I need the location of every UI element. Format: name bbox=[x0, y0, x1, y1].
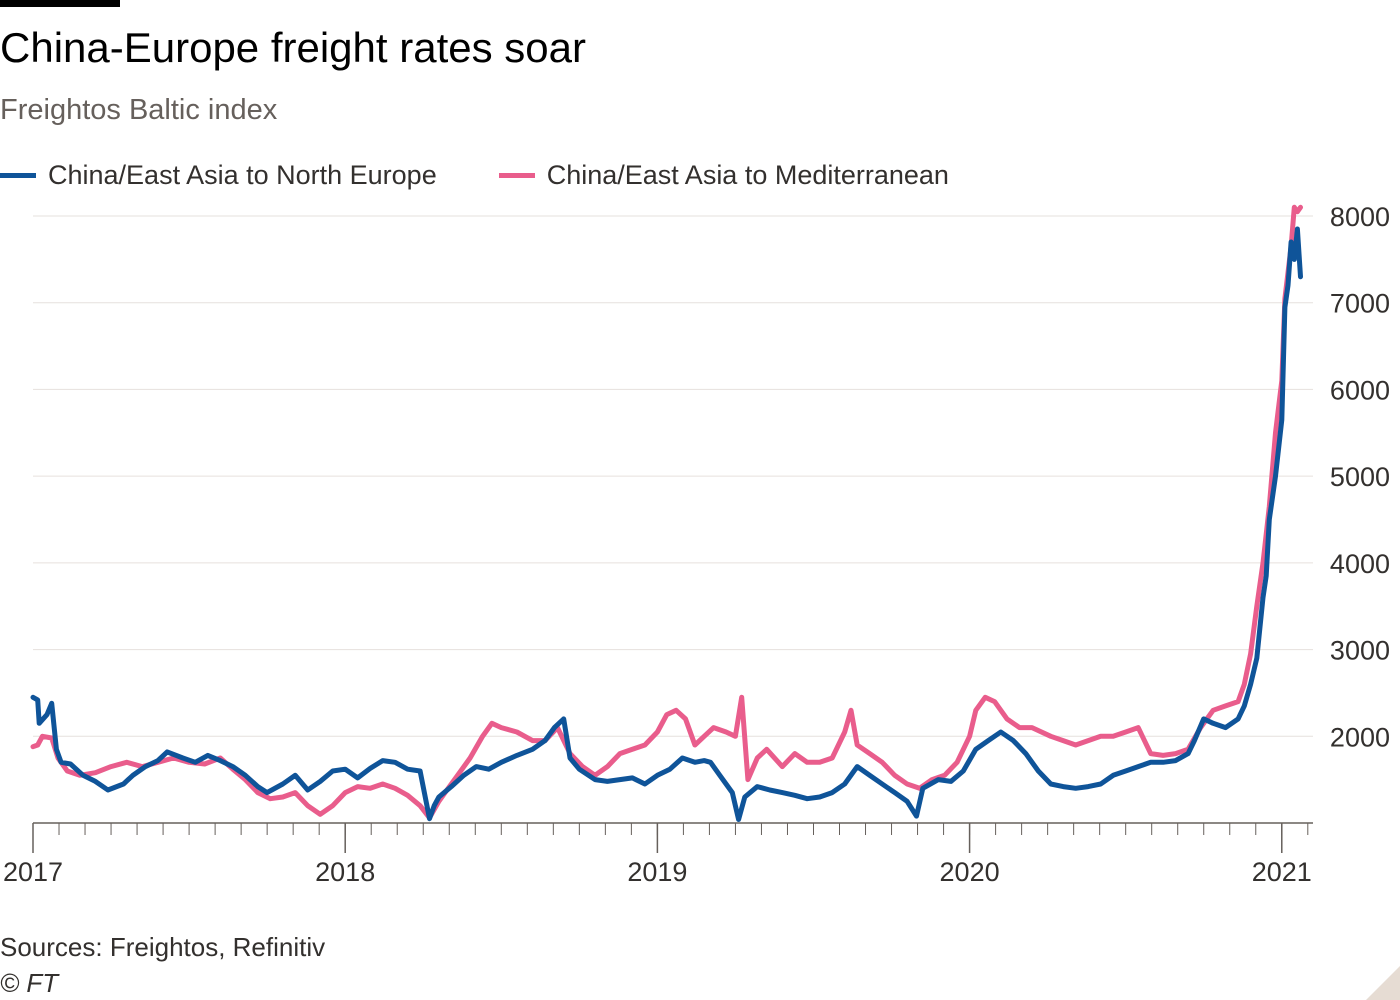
y-tick-label-5000: 5000 bbox=[1330, 462, 1390, 492]
source-note: Sources: Freightos, Refinitiv bbox=[0, 932, 326, 962]
y-tick-label-8000: 8000 bbox=[1330, 202, 1390, 232]
copyright-credit: © FT bbox=[0, 968, 59, 998]
x-tick-label-2020: 2020 bbox=[940, 857, 1000, 887]
ft-top-bar bbox=[0, 0, 120, 7]
legend-swatch-north-europe bbox=[0, 172, 36, 178]
legend-item-north-europe: China/East Asia to North Europe bbox=[0, 160, 437, 191]
legend: China/East Asia to North Europe China/Ea… bbox=[0, 158, 1011, 192]
legend-label-north-europe: China/East Asia to North Europe bbox=[48, 159, 437, 190]
chart-subtitle: Freightos Baltic index bbox=[0, 94, 278, 126]
legend-label-mediterranean: China/East Asia to Mediterranean bbox=[546, 159, 949, 190]
x-tick-label-2019: 2019 bbox=[627, 857, 687, 887]
x-tick-label-2017: 2017 bbox=[3, 857, 63, 887]
y-tick-label-7000: 7000 bbox=[1330, 289, 1390, 319]
series-line-mediterranean bbox=[30, 204, 1303, 821]
corner-fold bbox=[1366, 966, 1400, 1000]
y-tick-label-3000: 3000 bbox=[1330, 636, 1390, 666]
x-tick-label-2021: 2021 bbox=[1252, 857, 1312, 887]
chart-title: China-Europe freight rates soar bbox=[0, 24, 586, 71]
series-line-north-europe bbox=[30, 226, 1303, 822]
legend-item-mediterranean: China/East Asia to Mediterranean bbox=[498, 159, 949, 191]
y-tick-label-4000: 4000 bbox=[1330, 549, 1390, 579]
x-tick-label-2018: 2018 bbox=[315, 857, 375, 887]
line-chart: 2000 3000 4000 5000 6000 7000 8000 2017 2018 2019… bbox=[3, 202, 1390, 887]
legend-swatch-mediterranean bbox=[498, 172, 535, 178]
y-tick-label-6000: 6000 bbox=[1330, 375, 1390, 405]
y-tick-label-2000: 2000 bbox=[1330, 722, 1390, 752]
